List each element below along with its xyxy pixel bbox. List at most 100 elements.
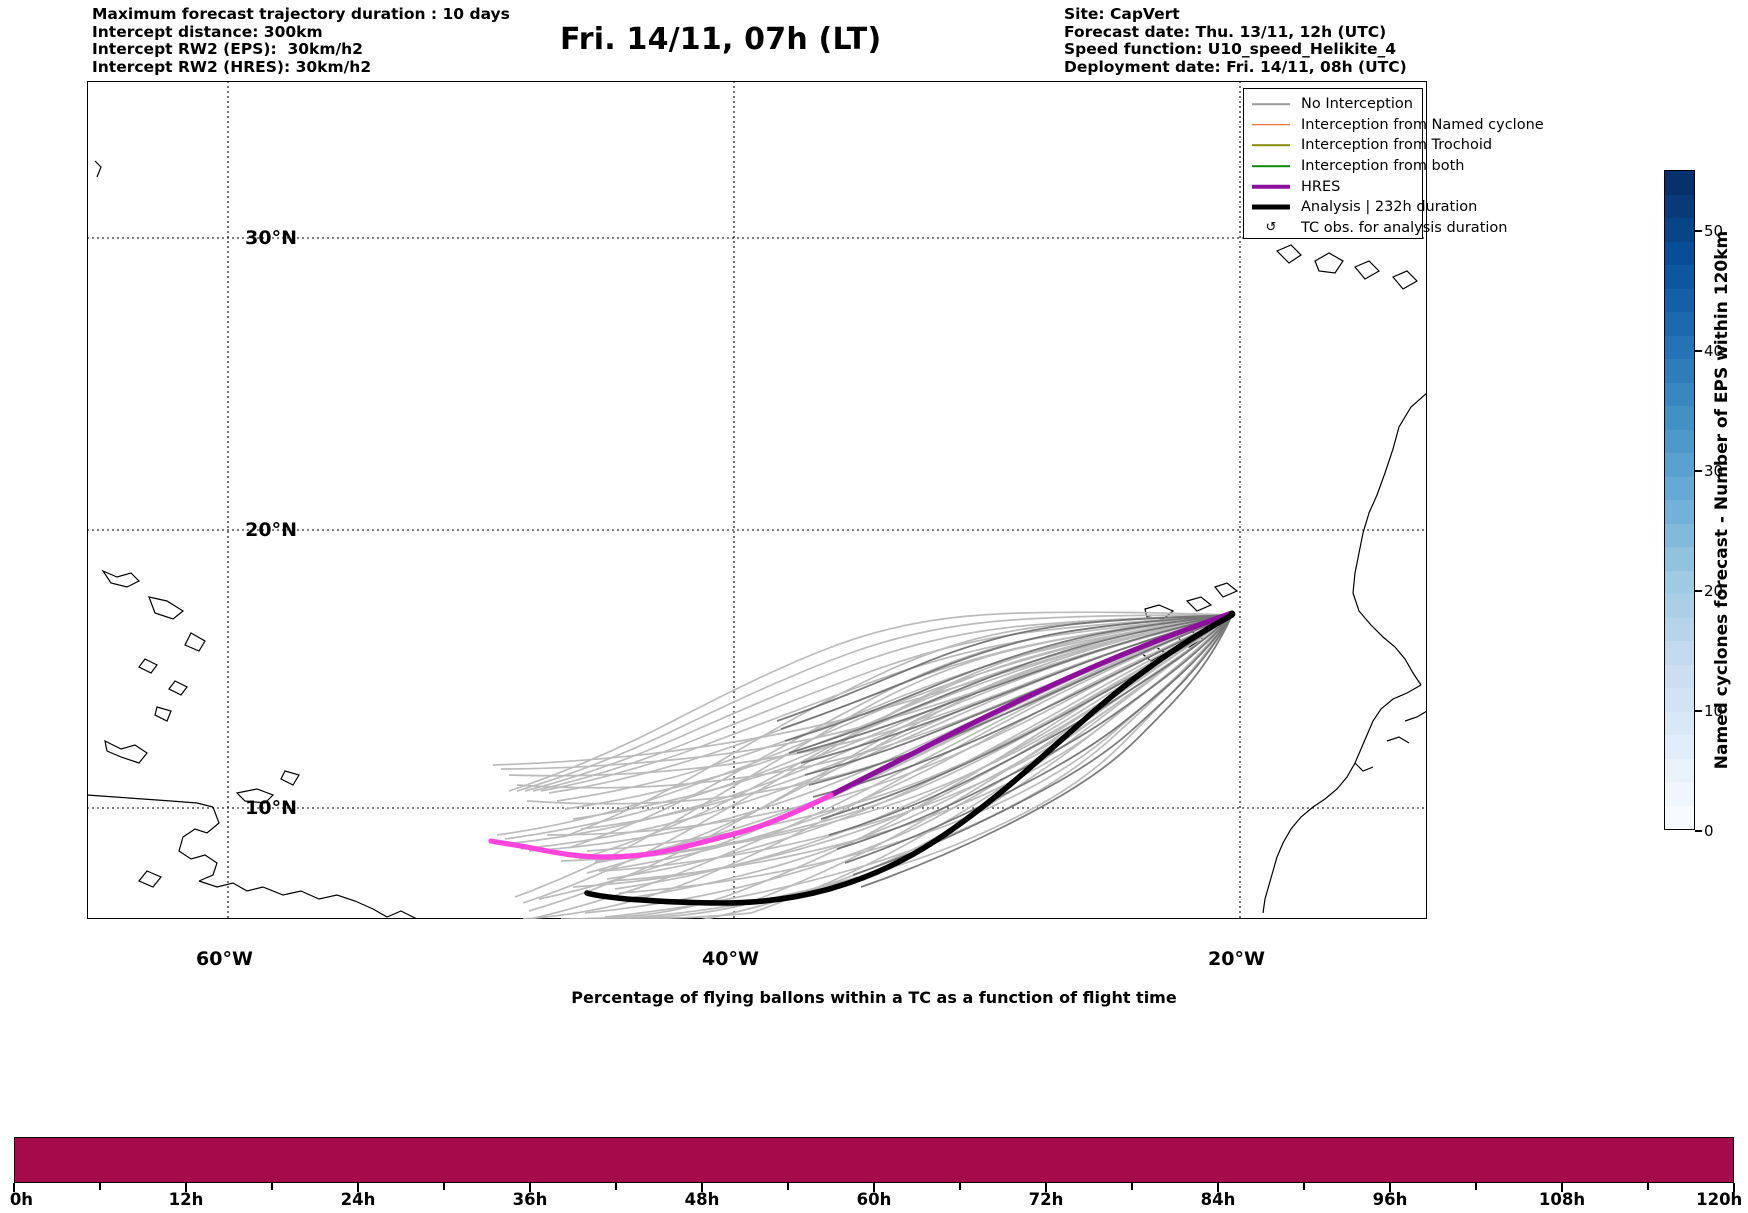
legend-item-4[interactable]: HRES <box>1250 176 1416 197</box>
time-tick-label-36h: 36h <box>512 1190 548 1209</box>
legend-item-label: Analysis | 232h duration <box>1301 199 1478 216</box>
legend-item-3[interactable]: Interception from both <box>1250 156 1465 177</box>
hres-track-recent <box>488 792 834 860</box>
time-minor-tick-66 <box>959 1183 961 1190</box>
time-tick-label-72h: 72h <box>1028 1190 1064 1209</box>
coastlines <box>87 160 1427 919</box>
lon-tick-label-40w: 40°W <box>702 948 759 970</box>
lon-tick-label-60w: 60°W <box>196 948 253 970</box>
colorbar-tick-label-30: 30 <box>1704 462 1724 480</box>
legend-swatch-line <box>1250 180 1292 194</box>
time-minor-tick-6 <box>99 1183 101 1190</box>
time-minor-tick-30 <box>443 1183 445 1190</box>
time-minor-tick-90 <box>1303 1183 1305 1190</box>
hres-track <box>828 610 1235 798</box>
colorbar-gradient <box>1665 171 1694 829</box>
legend-item-0[interactable]: No Interception <box>1250 94 1416 115</box>
header-left-line-0: Maximum forecast trajectory duration : 1… <box>92 5 510 23</box>
time-tick-60h <box>873 1183 875 1192</box>
time-tick-0h <box>13 1183 15 1192</box>
time-tick-label-0h: 0h <box>9 1190 34 1209</box>
legend-item-2[interactable]: Interception from Trochoid <box>1250 135 1492 156</box>
analysis-track <box>584 612 1235 906</box>
legend-item-label: HRES <box>1301 178 1341 195</box>
legend-swatch-line <box>1250 200 1292 214</box>
time-minor-tick-102 <box>1475 1183 1477 1190</box>
legend-item-label: No Interception <box>1301 96 1413 113</box>
time-tick-label-24h: 24h <box>340 1190 376 1209</box>
colorbar-tick-label-10: 10 <box>1704 702 1724 720</box>
legend-item-label: TC obs. for analysis duration <box>1301 219 1508 236</box>
time-minor-tick-114 <box>1647 1183 1649 1190</box>
legend-box: No Interception Interception from Named c… <box>1243 88 1544 239</box>
legend-swatch-line <box>1250 159 1292 173</box>
header-left-line-3: Intercept RW2 (HRES): 30km/h2 <box>92 57 372 76</box>
header-right-line-2: Speed function: U10_speed_Helikite_4 <box>1064 40 1397 59</box>
time-minor-tick-18 <box>271 1183 273 1190</box>
lon-tick-label-20w: 20°W <box>1208 948 1265 970</box>
header-left-block: Maximum forecast trajectory duration : 1… <box>92 5 510 76</box>
legend-item-5[interactable]: Analysis | 232h duration <box>1250 197 1477 218</box>
launch-marker <box>1228 610 1236 618</box>
page-title: Fri. 14/11, 07h (LT) <box>560 22 882 57</box>
legend-item-label: Interception from Named cyclone <box>1301 116 1544 133</box>
colorbar-tick-0 <box>1695 830 1702 832</box>
colorbar-tick-label-50: 50 <box>1704 222 1724 240</box>
time-tick-120h <box>1733 1183 1735 1192</box>
time-tick-label-60h: 60h <box>856 1190 892 1209</box>
header-left-line-2: Intercept RW2 (EPS): 30km/h2 <box>92 40 363 59</box>
header-right-block: Site: CapVert Forecast date: Thu. 13/11, … <box>1064 5 1407 76</box>
time-tick-108h <box>1561 1183 1563 1192</box>
lat-tick-label-30n: 30°N <box>245 227 297 249</box>
time-tick-96h <box>1389 1183 1391 1192</box>
colorbar-title: Named cyclones forecast - Number of EPS … <box>1712 230 1732 770</box>
graticule-lines <box>87 81 1427 919</box>
progress-title: Percentage of flying ballons within a TC… <box>571 988 1177 1007</box>
legend-swatch-line <box>1250 97 1292 111</box>
time-tick-84h <box>1217 1183 1219 1192</box>
time-tick-label-96h: 96h <box>1372 1190 1408 1209</box>
legend-item-6[interactable]: ↺ TC obs. for analysis duration <box>1250 218 1508 239</box>
eps-dense-core-tracks <box>776 614 1233 888</box>
colorbar-tick-20 <box>1695 590 1702 592</box>
legend-item-1[interactable]: Interception from Named cyclone <box>1250 115 1544 136</box>
legend-swatch-line <box>1250 138 1292 152</box>
header-right-line-3: Deployment date: Fri. 14/11, 08h (UTC) <box>1064 57 1407 76</box>
map-frame <box>87 81 1427 919</box>
time-tick-label-48h: 48h <box>684 1190 720 1209</box>
time-minor-tick-42 <box>615 1183 617 1190</box>
header-left-line-1: Intercept distance: 300km <box>92 22 323 41</box>
time-tick-72h <box>1045 1183 1047 1192</box>
trajectory-plot <box>87 81 1427 919</box>
header-right-line-1: Forecast date: Thu. 13/11, 12h (UTC) <box>1064 22 1387 41</box>
time-tick-label-120h: 120h <box>1696 1190 1743 1209</box>
lat-tick-label-10n: 10°N <box>245 797 297 819</box>
time-tick-12h <box>185 1183 187 1192</box>
colorbar-tick-50 <box>1695 230 1702 232</box>
legend-swatch-line <box>1250 118 1292 132</box>
time-tick-label-108h: 108h <box>1538 1190 1586 1209</box>
time-tick-label-84h: 84h <box>1200 1190 1236 1209</box>
colorbar-tick-10 <box>1695 710 1702 712</box>
colorbar-tick-30 <box>1695 470 1702 472</box>
eps-ensemble-tracks <box>492 611 1233 919</box>
progress-bar <box>14 1137 1734 1183</box>
time-tick-24h <box>357 1183 359 1192</box>
time-minor-tick-54 <box>787 1183 789 1190</box>
colorbar-tick-label-20: 20 <box>1704 582 1724 600</box>
time-tick-label-12h: 12h <box>168 1190 204 1209</box>
colorbar <box>1664 170 1695 830</box>
colorbar-tick-label-0: 0 <box>1704 822 1714 840</box>
map-panel[interactable] <box>87 81 1427 919</box>
progress-bar-fill <box>15 1138 1733 1182</box>
legend-item-label: Interception from both <box>1301 158 1465 175</box>
colorbar-tick-40 <box>1695 350 1702 352</box>
colorbar-tick-label-40: 40 <box>1704 342 1724 360</box>
cyclone-icon: ↺ <box>1265 219 1277 235</box>
time-minor-tick-78 <box>1131 1183 1133 1190</box>
header-right-line-0: Site: CapVert <box>1064 5 1180 23</box>
legend-item-label: Interception from Trochoid <box>1301 137 1493 154</box>
time-tick-36h <box>529 1183 531 1192</box>
time-tick-48h <box>701 1183 703 1192</box>
lat-tick-label-20n: 20°N <box>245 519 297 541</box>
